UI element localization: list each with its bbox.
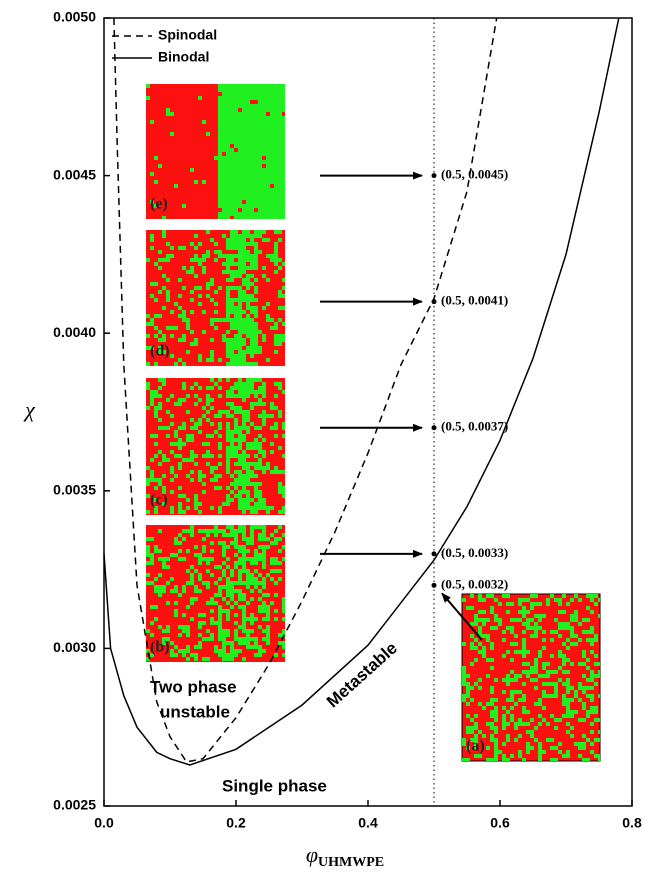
point (432, 551, 437, 556)
x-tick-label: 0.6 (490, 815, 510, 831)
legend-label: Spinodal (158, 27, 217, 43)
snapshot-label: (e) (150, 196, 168, 213)
annotation: Two phase (150, 677, 237, 696)
x-axis-label: φUHMWPE (306, 842, 384, 870)
y-tick-label: 0.0040 (53, 324, 96, 340)
snapshot-label: (b) (150, 639, 170, 656)
point-label: (0.5, 0.0041) (441, 293, 508, 308)
x-tick-label: 0.4 (358, 815, 378, 831)
y-tick-label: 0.0050 (53, 9, 96, 25)
point-label: (0.5, 0.0045) (441, 167, 508, 182)
x-axis-symbol: φ (306, 842, 318, 867)
point-label: (0.5, 0.0033) (441, 545, 508, 560)
y-tick-label: 0.0035 (53, 482, 96, 498)
snapshot-label: (c) (150, 492, 168, 509)
snapshot-label: (d) (150, 343, 170, 360)
y-tick-label: 0.0025 (53, 797, 96, 813)
point (432, 425, 437, 430)
point (432, 299, 437, 304)
y-tick-label: 0.0045 (53, 166, 96, 182)
annotation: unstable (160, 702, 230, 721)
point-label: (0.5, 0.0037) (441, 419, 508, 434)
point (432, 173, 437, 178)
y-axis-label: χ (23, 397, 36, 422)
x-axis-subscript: UHMWPE (318, 855, 384, 870)
point (432, 583, 437, 588)
annotation: Single phase (222, 776, 327, 795)
snapshot-label: (a) (466, 738, 485, 755)
y-tick-label: 0.0030 (53, 639, 96, 655)
x-tick-label: 0.2 (226, 815, 246, 831)
legend-label: Binodal (158, 49, 209, 65)
x-tick-label: 0.0 (94, 815, 114, 831)
chart: χ φUHMWPE 0.0025 0.0030 0.0035 0.0040 0.0045… (0, 0, 646, 874)
x-tick-label: 0.8 (622, 815, 642, 831)
point-label: (0.5, 0.0032) (441, 576, 508, 591)
